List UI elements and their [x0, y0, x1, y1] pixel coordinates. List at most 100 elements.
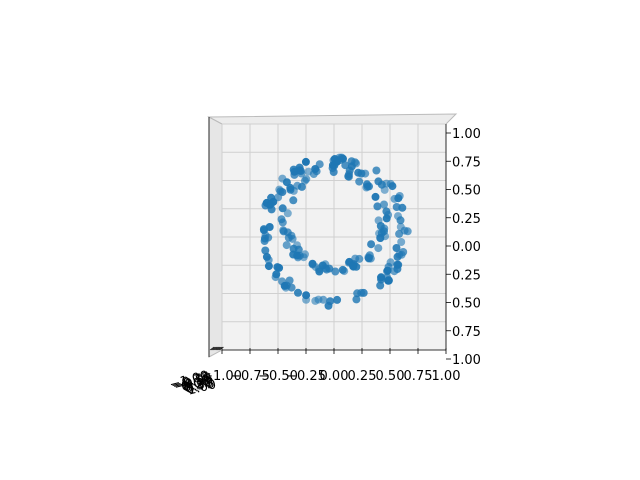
scatter-point: [333, 295, 342, 304]
x-tick-label: −1.00: [202, 369, 242, 384]
scatter-point: [278, 188, 287, 197]
scatter-point: [394, 212, 402, 221]
y-tick-label: 0.25: [452, 268, 481, 283]
top-pane: [207, 113, 458, 125]
z-tick-label: 0.25: [181, 374, 213, 396]
scatter-point: [301, 157, 310, 166]
scatter-point: [376, 234, 385, 242]
scatter-point: [282, 281, 291, 290]
scatter-point: [302, 295, 311, 304]
z-tick: [214, 346, 219, 351]
x-tick-label: −0.75: [230, 369, 270, 384]
x-tick-label: 0.25: [348, 369, 377, 384]
scatter-point: [302, 175, 311, 184]
scatter-point: [345, 170, 353, 179]
y-tick-label: 0.50: [452, 297, 481, 312]
y-tick-label: 0.50: [452, 184, 481, 199]
scatter-point: [260, 237, 269, 245]
z-tick-label: 1.00: [186, 377, 218, 399]
scatter-point: [278, 218, 287, 227]
scatter-point: [324, 301, 333, 310]
scatter-point: [394, 260, 403, 269]
scatter-point: [395, 229, 404, 238]
z-tick: [217, 346, 222, 351]
scatter-point: [325, 264, 334, 273]
scatter-point: [264, 256, 273, 264]
scatter-point: [380, 200, 388, 209]
scatter-point: [319, 295, 328, 304]
scatter-point: [367, 240, 376, 249]
scatter-point: [261, 246, 270, 255]
scatter-point: [295, 251, 304, 260]
z-tick: [218, 346, 223, 351]
scatter-point: [297, 182, 306, 191]
scatter-point: [331, 267, 340, 276]
scatter-point: [397, 238, 406, 246]
scatter-point: [282, 241, 291, 250]
scatter-point: [353, 289, 362, 298]
scatter-point: [264, 262, 273, 271]
data-points: [259, 153, 412, 310]
scatter-point: [289, 165, 298, 174]
left-pane: [208, 116, 223, 358]
scatter-point: [294, 288, 302, 297]
scatter-point: [278, 204, 287, 213]
y-tick-label: 1.00: [452, 127, 481, 142]
z-tick: [211, 346, 216, 351]
scatter-point: [312, 167, 321, 176]
y-tick-label: 0.75: [452, 155, 481, 170]
scatter-point: [273, 263, 282, 272]
z-tick-label: 0.75: [184, 376, 216, 398]
z-tick: [212, 346, 217, 351]
x-tick-label: −0.25: [286, 369, 326, 384]
scatter-point: [296, 167, 305, 175]
scatter-point: [376, 222, 385, 230]
scatter-point: [289, 186, 298, 195]
scatter-point: [382, 207, 391, 216]
z-tick-label: 0.50: [183, 375, 215, 397]
scatter-point: [289, 244, 298, 253]
scatter-point: [363, 182, 372, 191]
x-tick-label: 0.75: [404, 369, 433, 384]
y-tick-label: 1.00: [452, 353, 481, 368]
scatter-point: [372, 166, 381, 175]
scatter-point: [384, 276, 393, 285]
y-tick-label: 0.00: [452, 240, 481, 255]
scatter-point: [376, 281, 385, 290]
scatter-point: [340, 267, 349, 276]
scatter-point: [377, 273, 386, 282]
scatter-point: [364, 253, 373, 262]
x-tick-label: 0.00: [320, 369, 349, 384]
y-tick-label: 0.75: [452, 325, 481, 340]
scatter-point: [373, 202, 382, 211]
scatter-point: [357, 169, 366, 178]
z-tick-label: 0.00: [180, 373, 212, 395]
x-tick-label: 1.00: [432, 369, 461, 384]
scatter-point: [374, 244, 383, 253]
scatter-point: [352, 295, 361, 304]
scatter-point: [271, 273, 280, 282]
scatter-point: [382, 179, 391, 188]
scatter-point: [283, 209, 292, 218]
z-tick: [209, 346, 215, 351]
y-tick-label: 0.25: [452, 212, 481, 227]
scatter-point: [328, 164, 337, 173]
scatter-point: [392, 244, 401, 252]
z-tick: [219, 346, 224, 351]
scatter-point: [349, 262, 358, 271]
scatter-point: [398, 203, 407, 212]
scatter-point: [339, 154, 347, 163]
scatter-point: [267, 199, 276, 208]
axes: −1.00−0.75−0.50−0.250.00 0.25 0.50 0.75 1.00…: [168, 117, 481, 399]
scatter-point: [259, 225, 268, 234]
scatter-point: [315, 267, 324, 276]
scatter-point: [308, 260, 317, 269]
scatter-point: [383, 267, 391, 276]
x-tick-label: −0.50: [258, 369, 298, 384]
scatter-point: [394, 194, 403, 203]
scatter-point: [289, 196, 298, 205]
z-tick: [213, 346, 218, 351]
scatter-point: [355, 254, 364, 263]
scatter-point: [288, 234, 297, 243]
